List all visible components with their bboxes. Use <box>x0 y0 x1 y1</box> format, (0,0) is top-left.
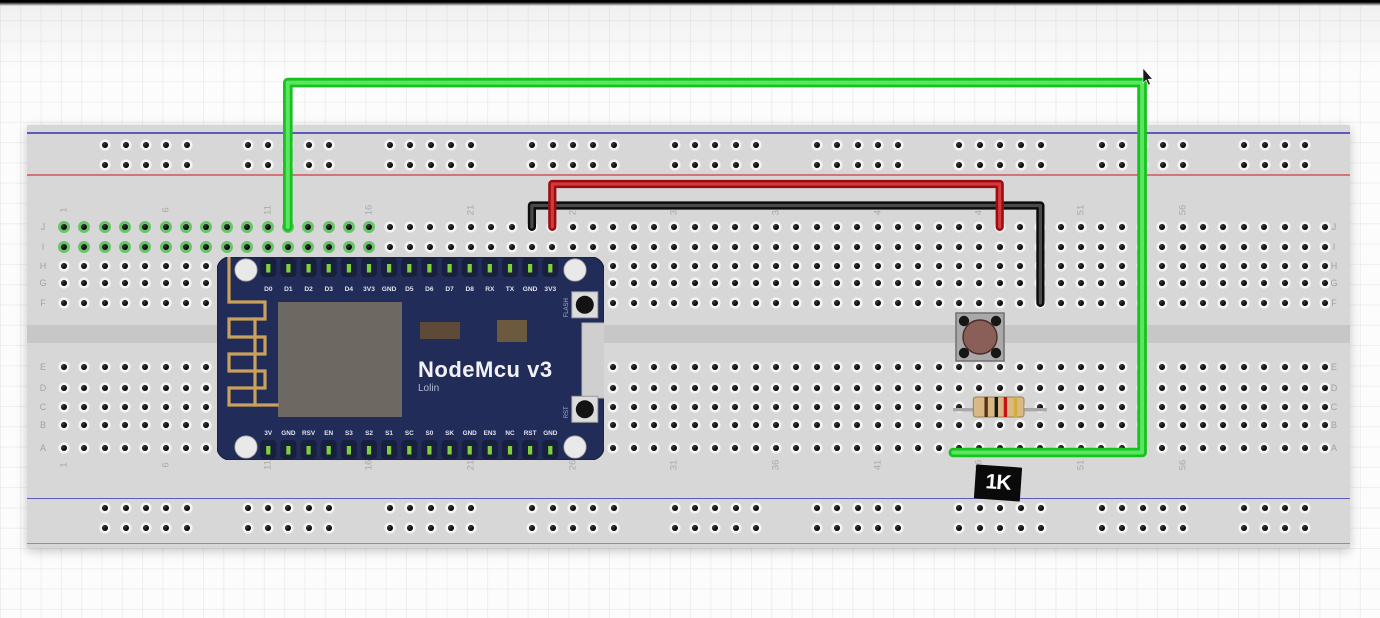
svg-text:RSV: RSV <box>302 430 316 437</box>
svg-text:GND: GND <box>463 430 478 437</box>
svg-text:FLASH: FLASH <box>564 298 570 317</box>
svg-text:GND: GND <box>543 430 558 437</box>
svg-text:RST: RST <box>564 406 570 418</box>
svg-text:S0: S0 <box>425 430 433 437</box>
svg-text:D4: D4 <box>345 286 354 293</box>
svg-text:NC: NC <box>505 430 515 437</box>
svg-text:D7: D7 <box>445 286 454 293</box>
svg-text:TX: TX <box>506 286 515 293</box>
svg-text:GND: GND <box>382 286 397 293</box>
svg-text:EN3: EN3 <box>484 430 497 437</box>
svg-text:D0: D0 <box>264 286 273 293</box>
svg-text:GND: GND <box>281 430 296 437</box>
svg-text:NodeMcu v3: NodeMcu v3 <box>418 357 553 382</box>
svg-text:EN: EN <box>324 430 333 437</box>
svg-text:3V: 3V <box>264 430 273 437</box>
svg-text:D2: D2 <box>304 286 313 293</box>
svg-text:D8: D8 <box>465 286 474 293</box>
svg-text:SK: SK <box>445 430 454 437</box>
svg-text:SC: SC <box>405 430 414 437</box>
svg-text:D6: D6 <box>425 286 434 293</box>
svg-text:3V3: 3V3 <box>363 286 375 293</box>
svg-text:S2: S2 <box>365 430 373 437</box>
svg-text:S3: S3 <box>345 430 353 437</box>
svg-text:D1: D1 <box>284 286 293 293</box>
svg-text:S1: S1 <box>385 430 393 437</box>
svg-text:D3: D3 <box>324 286 333 293</box>
svg-text:3V3: 3V3 <box>544 286 556 293</box>
svg-text:RST: RST <box>524 430 537 437</box>
svg-text:RX: RX <box>485 286 495 293</box>
svg-text:GND: GND <box>523 286 538 293</box>
svg-text:D5: D5 <box>405 286 414 293</box>
svg-text:Lolin: Lolin <box>418 383 439 394</box>
